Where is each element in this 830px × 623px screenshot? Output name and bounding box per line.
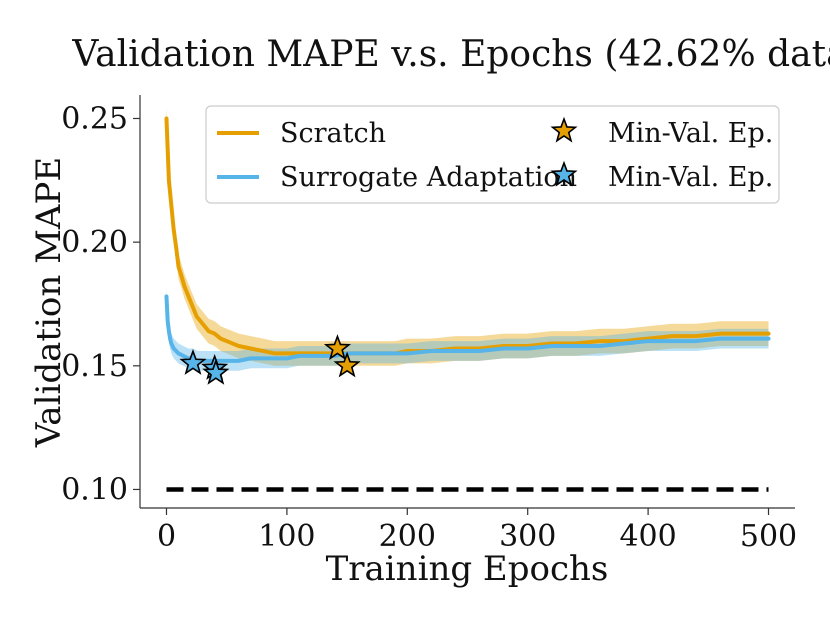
- legend-minval-surrogate-label: Min-Val. Ep.: [608, 162, 773, 193]
- surrogate-adaptation-min-val-star-2: [202, 358, 230, 385]
- axes: 0 100 200 300 400 500 0.10 0.15 0.20 0.25: [61, 95, 797, 554]
- chart-title: Validation MAPE v.s. Epochs (42.62% data…: [71, 34, 830, 75]
- scratch-line: [164, 116, 771, 356]
- x-tick-label-100: 100: [258, 519, 315, 554]
- legend-scratch-label: Scratch: [280, 118, 386, 149]
- surrogate-adaptation-min-val-star-0: [179, 349, 207, 375]
- y-tick-label-2: 0.20: [61, 225, 128, 260]
- surrogate-adaptation-line: [164, 294, 771, 363]
- legend-star-icon-surrogate: [550, 160, 578, 187]
- plot-area: [164, 106, 771, 492]
- y-axis-label: Validation MAPE: [29, 157, 69, 448]
- legend-surrogate-label: Surrogate Adaptation: [280, 162, 577, 193]
- y-tick-label-1: 0.15: [61, 349, 128, 384]
- y-tick-label-0: 0.10: [61, 472, 128, 507]
- x-tick-label-400: 400: [619, 519, 676, 554]
- legend-minval-scratch-label: Min-Val. Ep.: [608, 118, 773, 149]
- x-tick-label-300: 300: [499, 519, 556, 554]
- x-tick-label-500: 500: [740, 519, 797, 554]
- legend-star-icon-scratch: [550, 116, 578, 143]
- x-tick-label-200: 200: [379, 519, 436, 554]
- scratch-min-val-star-0: [323, 334, 352, 361]
- scratch-min-val-star-1: [333, 351, 361, 378]
- y-tick-label-3: 0.25: [61, 101, 128, 136]
- legend-frame: [205, 105, 780, 204]
- x-axis-ticks: 0 100 200 300 400 500: [157, 508, 797, 554]
- min-val-markers: [179, 334, 361, 385]
- series-lines: [164, 116, 771, 363]
- legend: Scratch Surrogate Adaptation Min-Val. Ep…: [205, 105, 780, 204]
- y-axis-ticks: 0.10 0.15 0.20 0.25: [61, 101, 140, 507]
- x-axis-label: Training Epochs: [326, 549, 609, 589]
- x-tick-label-0: 0: [157, 519, 176, 554]
- surrogate-adaptation-band: [166, 286, 769, 371]
